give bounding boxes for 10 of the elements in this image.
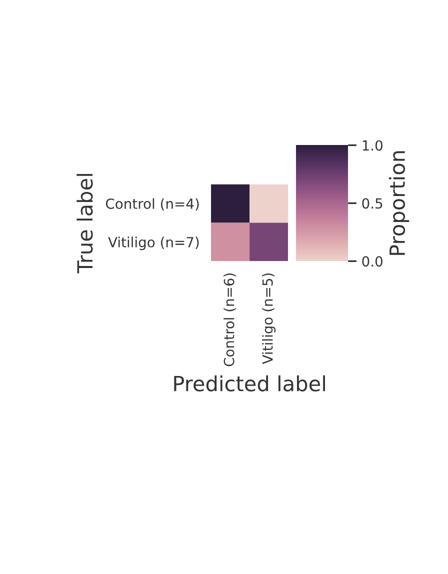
color-bar-label: 0.5: [362, 198, 382, 209]
color-bar-label: 1.0: [362, 140, 382, 151]
y-tick-label: Vitiligo (n=7): [108, 236, 199, 250]
color-bar-title: Proportion: [388, 151, 410, 255]
x-axis-title: Predicted label: [174, 375, 325, 392]
x-tick-label: Control (n=6): [224, 273, 236, 366]
y-axis-title: True label: [76, 174, 93, 274]
color-bar-label: 0.0: [362, 256, 382, 267]
x-tick-label: Vitiligo (n=5): [262, 273, 276, 364]
y-tick-label: Control (n=4): [106, 198, 199, 211]
